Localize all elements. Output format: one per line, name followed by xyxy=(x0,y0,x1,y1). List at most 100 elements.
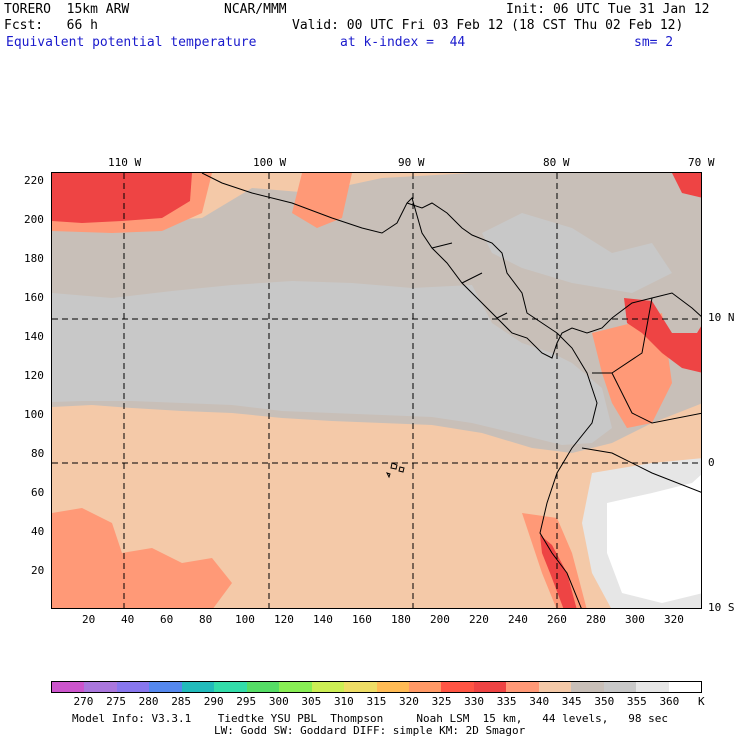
y-tick: 220 xyxy=(24,174,44,187)
init-time: Init: 06 UTC Tue 31 Jan 12 xyxy=(506,2,710,17)
y-tick: 120 xyxy=(24,369,44,382)
colorbar-label: 335 xyxy=(496,695,517,708)
lon-label-80w: 80 W xyxy=(543,156,570,169)
x-tick: 160 xyxy=(352,613,372,626)
colorbar-swatch xyxy=(246,682,280,692)
field-name: Equivalent potential temperature xyxy=(6,35,257,50)
y-tick: 40 xyxy=(31,525,45,538)
y-tick: 140 xyxy=(24,330,44,343)
colorbar-label: 285 xyxy=(171,695,192,708)
y-tick: 200 xyxy=(24,213,44,226)
x-tick: 40 xyxy=(121,613,135,626)
x-tick: 280 xyxy=(586,613,606,626)
colorbar-swatch xyxy=(441,682,474,692)
galapagos-islands xyxy=(386,462,405,479)
x-tick: 320 xyxy=(664,613,684,626)
colorbar-swatch xyxy=(181,682,215,692)
physics-info: LW: Godd SW: Goddard DIFF: simple KM: 2D… xyxy=(214,724,526,737)
lon-label-70w: 70 W xyxy=(688,156,715,169)
x-tick: 240 xyxy=(508,613,528,626)
level-label: at k-index = 44 xyxy=(340,35,466,50)
colorbar-swatch xyxy=(344,682,377,692)
colorbar-label: 355 xyxy=(626,695,647,708)
colorbar-label: 330 xyxy=(464,695,485,708)
graticule xyxy=(52,173,701,608)
colorbar-label: 340 xyxy=(529,695,550,708)
colorbar-label: 275 xyxy=(106,695,126,708)
colorbar-swatch xyxy=(311,682,345,692)
x-tick: 200 xyxy=(430,613,450,626)
institution-label: NCAR/MMM xyxy=(224,2,287,17)
y-tick: 80 xyxy=(31,447,45,460)
y-tick: 60 xyxy=(31,486,45,499)
colorbar-label: 270 xyxy=(73,695,94,708)
colorbar-swatch xyxy=(668,682,702,692)
lat-label-10s: 10 S xyxy=(708,601,735,614)
x-tick: 140 xyxy=(313,613,333,626)
x-tick: 180 xyxy=(391,613,411,626)
field-band-355 xyxy=(52,281,612,445)
colorbar-label: 320 xyxy=(399,695,419,708)
model-title: TORERO 15km ARW xyxy=(4,2,130,17)
colorbar-label: 350 xyxy=(594,695,615,708)
x-tick: 120 xyxy=(274,613,294,626)
colorbar-label: 290 xyxy=(203,695,224,708)
coastlines xyxy=(201,173,701,608)
colorbar-swatch xyxy=(506,682,539,692)
lat-label-0: 0 xyxy=(708,456,715,469)
lon-label-110w: 110 W xyxy=(108,156,142,169)
colorbar-swatch xyxy=(214,682,247,692)
coastline-caribbean xyxy=(406,202,558,334)
colorbar-swatch xyxy=(603,682,637,692)
colorbar-label: 295 xyxy=(236,695,257,708)
colorbar-swatch xyxy=(149,682,182,692)
field-band-355 xyxy=(482,213,672,293)
x-tick: 80 xyxy=(199,613,213,626)
colorbar-label: 360 xyxy=(659,695,680,708)
colorbar-swatch xyxy=(279,682,312,692)
colorbar-swatch xyxy=(538,682,572,692)
field-band-335 xyxy=(540,535,577,608)
colorbar-label: 315 xyxy=(366,695,387,708)
colorbar xyxy=(51,681,702,693)
forecast-hour: Fcst: 66 h xyxy=(4,18,98,33)
theta-e-map xyxy=(51,172,702,609)
lat-label-10n: 10 N xyxy=(708,311,735,324)
field-band-340 xyxy=(292,173,352,228)
y-tick: 100 xyxy=(24,408,44,421)
coastline-south-america xyxy=(539,332,598,608)
colorbar-label: 345 xyxy=(561,695,582,708)
lon-label-100w: 100 W xyxy=(253,156,287,169)
colorbar-swatch xyxy=(52,682,85,692)
x-tick: 260 xyxy=(547,613,567,626)
colorbar-swatch xyxy=(116,682,150,692)
field-band-335 xyxy=(624,298,701,373)
colorbar-swatch xyxy=(636,682,669,692)
x-tick: 20 xyxy=(82,613,96,626)
y-tick: 20 xyxy=(31,564,45,577)
field-band-335 xyxy=(672,173,701,198)
lon-label-90w: 90 W xyxy=(398,156,425,169)
x-tick: 300 xyxy=(625,613,645,626)
colorbar-swatch xyxy=(408,682,442,692)
colorbar-label: 300 xyxy=(268,695,289,708)
colorbar-label: 280 xyxy=(138,695,159,708)
colorbar-label: 325 xyxy=(431,695,452,708)
x-tick: 100 xyxy=(235,613,255,626)
colorbar-unit: K xyxy=(698,695,705,708)
colorbar-swatch xyxy=(473,682,507,692)
colorbar-swatch xyxy=(571,682,604,692)
model-info: Model Info: V3.3.1 Tiedtke YSU PBL Thomp… xyxy=(72,712,669,725)
valid-time: Valid: 00 UTC Fri 03 Feb 12 (18 CST Thu … xyxy=(292,18,684,33)
colorbar-label: 310 xyxy=(333,695,354,708)
x-tick: 60 xyxy=(160,613,174,626)
x-tick: 220 xyxy=(469,613,489,626)
colorbar-swatch xyxy=(84,682,117,692)
field-band-white xyxy=(607,474,701,603)
colorbar-swatch xyxy=(376,682,409,692)
colorbar-label: 305 xyxy=(301,695,322,708)
field-band-335 xyxy=(52,173,192,223)
field-band-340 xyxy=(52,508,232,608)
smoothing-label: sm= 2 xyxy=(634,35,674,50)
y-tick: 180 xyxy=(24,252,44,265)
